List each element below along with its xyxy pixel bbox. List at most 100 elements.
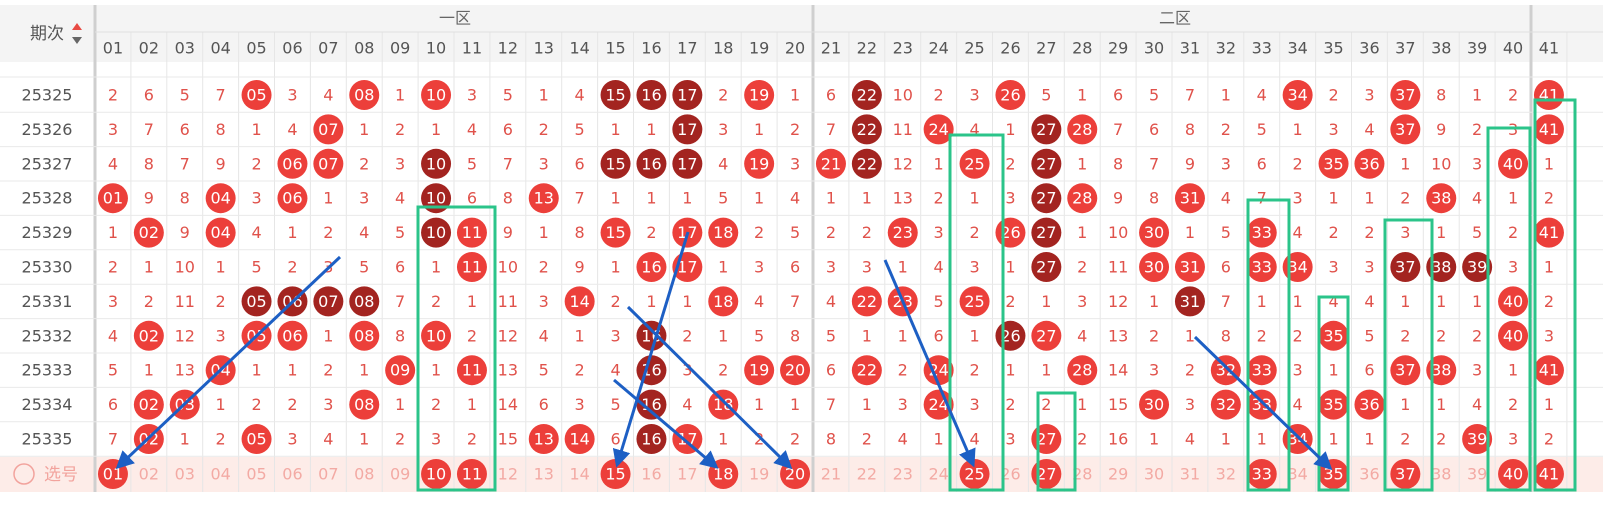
cell-value: 3 [754, 258, 764, 277]
cell-value: 4 [323, 86, 333, 105]
cell-value: 11 [893, 120, 913, 139]
ball [672, 80, 703, 110]
select-radio[interactable] [13, 463, 35, 485]
ball [959, 148, 990, 179]
cell-value: 2 [144, 292, 154, 311]
ball [636, 80, 667, 110]
arrow [612, 231, 690, 468]
ball-number: 10 [426, 154, 446, 173]
ball-number: 39 [1467, 258, 1487, 277]
cell-value: 4 [718, 154, 728, 173]
ball-number: 04 [210, 223, 230, 242]
column-header: 30 [1144, 39, 1164, 58]
period: 25325 [22, 86, 73, 105]
ball-number: 02 [139, 395, 159, 414]
cell-value: 13 [1108, 326, 1128, 345]
sort-up[interactable] [72, 23, 82, 30]
cell-value: 1 [431, 120, 441, 139]
ball [995, 80, 1026, 110]
ball-number: 26 [1000, 86, 1020, 105]
column-header: 03 [175, 39, 195, 58]
cell-value: 4 [682, 395, 692, 414]
cell-value: 2 [1400, 189, 1410, 208]
cell-value: 6 [180, 120, 190, 139]
cell-value: 2 [1472, 120, 1482, 139]
column-header: 40 [1503, 39, 1523, 58]
ball-number: 13 [534, 189, 554, 208]
ball-number: 27 [1036, 120, 1056, 139]
cell-value: 1 [1436, 223, 1446, 242]
ball [456, 217, 487, 248]
ball-number: 28 [1072, 120, 1092, 139]
cell-value: 1 [539, 223, 549, 242]
cell-value: 7 [395, 292, 405, 311]
ball [1318, 320, 1349, 351]
cell-value: 1 [431, 258, 441, 277]
ball [600, 80, 631, 110]
ball-number: 04 [210, 189, 230, 208]
cell-value: 2 [718, 361, 728, 380]
cell-value: 2 [575, 361, 585, 380]
cell-value: 3 [359, 189, 369, 208]
cell-value: 19 [749, 465, 769, 484]
cell-value: 6 [826, 86, 836, 105]
ball [349, 80, 380, 110]
cell-value: 31 [1180, 465, 1200, 484]
cell-value: 39 [1467, 465, 1487, 484]
cell-value: 10 [893, 86, 913, 105]
cell-value: 2 [1221, 120, 1231, 139]
ball [1174, 252, 1205, 282]
cell-value: 3 [934, 223, 944, 242]
cell-value: 1 [862, 395, 872, 414]
cell-value: 3 [1364, 86, 1374, 105]
column-header: 05 [246, 39, 266, 58]
period: 25333 [22, 361, 73, 380]
cell-value: 2 [934, 189, 944, 208]
cell-value: 3 [108, 120, 118, 139]
cell-value: 3 [1400, 223, 1410, 242]
ball-number: 34 [1287, 430, 1307, 449]
ball [1139, 252, 1170, 282]
cell-value: 7 [1185, 86, 1195, 105]
cell-value: 2 [754, 223, 764, 242]
box [1486, 126, 1532, 492]
column-header: 18 [713, 39, 733, 58]
ball-number: 21 [821, 154, 841, 173]
ball-number: 11 [462, 223, 482, 242]
cell-value: 3 [1293, 189, 1303, 208]
ball-number: 31 [1180, 258, 1200, 277]
ball-number: 26 [1000, 326, 1020, 345]
cell-value: 29 [1108, 465, 1128, 484]
ball-number: 02 [139, 223, 159, 242]
column-header: 11 [462, 39, 482, 58]
cell-value: 3 [610, 326, 620, 345]
cell-value: 7 [180, 154, 190, 173]
ball [277, 320, 308, 351]
period: 25330 [22, 258, 73, 277]
cell-value: 5 [1472, 223, 1482, 242]
cell-value: 5 [718, 189, 728, 208]
sort-down[interactable] [72, 37, 82, 44]
cell-value: 3 [969, 86, 979, 105]
cell-value: 1 [1436, 395, 1446, 414]
cell-value: 1 [1508, 361, 1518, 380]
cell-value: 10 [1431, 154, 1451, 173]
ball [1282, 80, 1313, 110]
cell-value: 2 [431, 395, 441, 414]
cell-value: 1 [395, 395, 405, 414]
cell-value: 3 [1221, 154, 1231, 173]
ball-number: 28 [1072, 189, 1092, 208]
column-header: 01 [103, 39, 123, 58]
column-header: 07 [318, 39, 338, 58]
cell-value: 36 [1359, 465, 1379, 484]
ball [1462, 252, 1493, 282]
cell-value: 15 [1108, 395, 1128, 414]
ball-number: 33 [1252, 361, 1272, 380]
cell-value: 8 [1149, 189, 1159, 208]
ball-number: 33 [1252, 258, 1272, 277]
cell-value: 1 [898, 258, 908, 277]
ball [600, 148, 631, 179]
cell-value: 5 [1149, 86, 1159, 105]
ball-number: 08 [354, 292, 374, 311]
